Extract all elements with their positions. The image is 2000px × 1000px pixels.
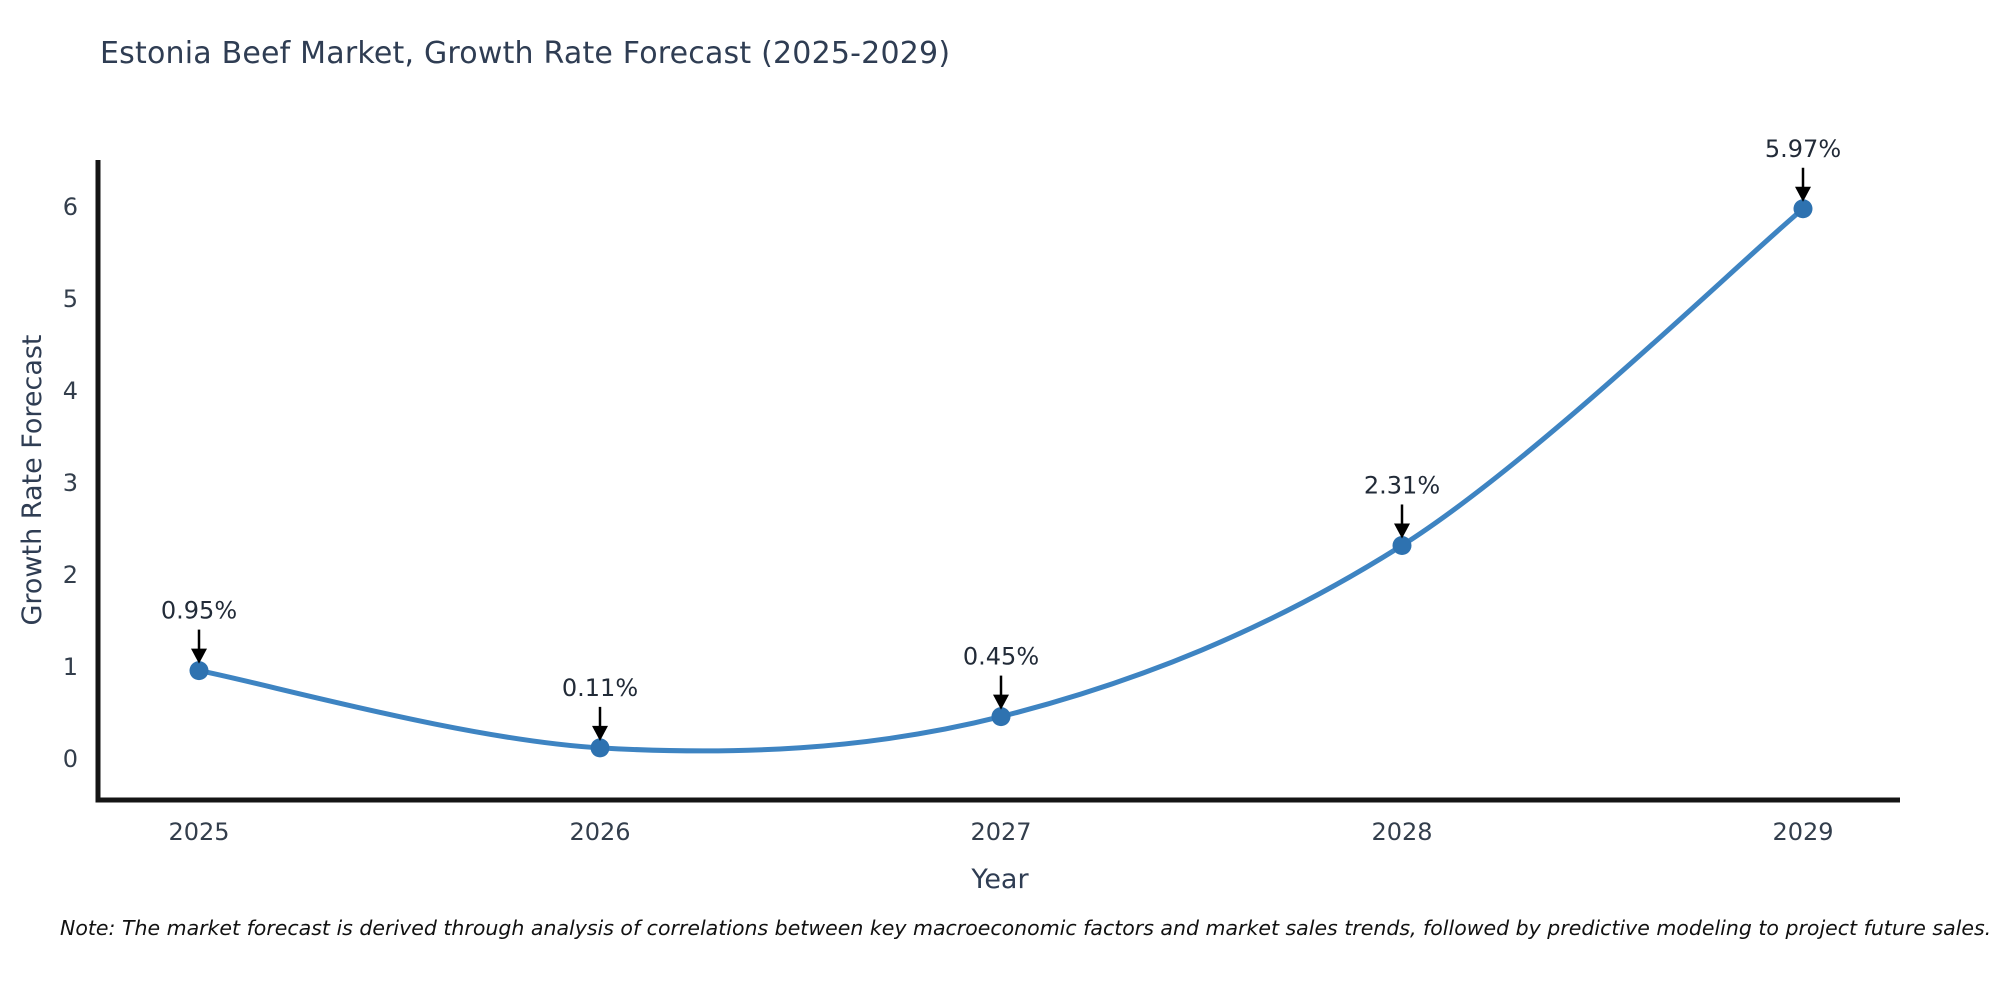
line-series-layer <box>189 199 1813 758</box>
x-tick-label: 2026 <box>569 818 630 846</box>
data-point-label: 0.11% <box>562 674 638 702</box>
x-tick-label: 2025 <box>168 818 229 846</box>
data-point-marker <box>1392 535 1412 555</box>
axes-layer: 0 1 2 3 4 5 6 2025 2026 2027 2028 2029 <box>63 160 1900 846</box>
y-tick-label: 5 <box>63 285 78 313</box>
data-point-marker <box>590 738 610 758</box>
data-point-marker <box>991 707 1011 727</box>
data-point-label: 2.31% <box>1364 471 1440 499</box>
annotation-arrowhead-icon <box>191 648 207 664</box>
data-point-marker <box>1793 199 1813 219</box>
x-tick-label: 2029 <box>1772 818 1833 846</box>
y-axis-title: Growth Rate Forecast <box>17 334 48 625</box>
x-tick-label: 2028 <box>1371 818 1432 846</box>
annotation-layer: 0.95% 0.11% 0.45% 2.31% 5.97% <box>161 135 1841 741</box>
annotation-arrowhead-icon <box>993 694 1009 710</box>
y-tick-label: 3 <box>63 469 78 497</box>
annotation-arrowhead-icon <box>1394 523 1410 539</box>
annotation-arrowhead-icon <box>592 725 608 741</box>
data-point-marker <box>189 661 209 681</box>
y-tick-label: 6 <box>63 193 78 221</box>
y-tick-label: 1 <box>63 653 78 681</box>
data-point-label: 5.97% <box>1765 135 1841 163</box>
y-tick-label: 2 <box>63 561 78 589</box>
y-tick-label: 4 <box>63 377 78 405</box>
x-axis-title: Year <box>970 864 1029 895</box>
x-tick-label: 2027 <box>970 818 1031 846</box>
y-tick-label: 0 <box>63 745 78 773</box>
chart-footnote: Note: The market forecast is derived thr… <box>60 916 1992 940</box>
chart-title: Estonia Beef Market, Growth Rate Forecas… <box>100 36 951 71</box>
data-point-label: 0.45% <box>963 643 1039 671</box>
annotation-arrowhead-icon <box>1795 186 1811 202</box>
data-point-label: 0.95% <box>161 597 237 625</box>
